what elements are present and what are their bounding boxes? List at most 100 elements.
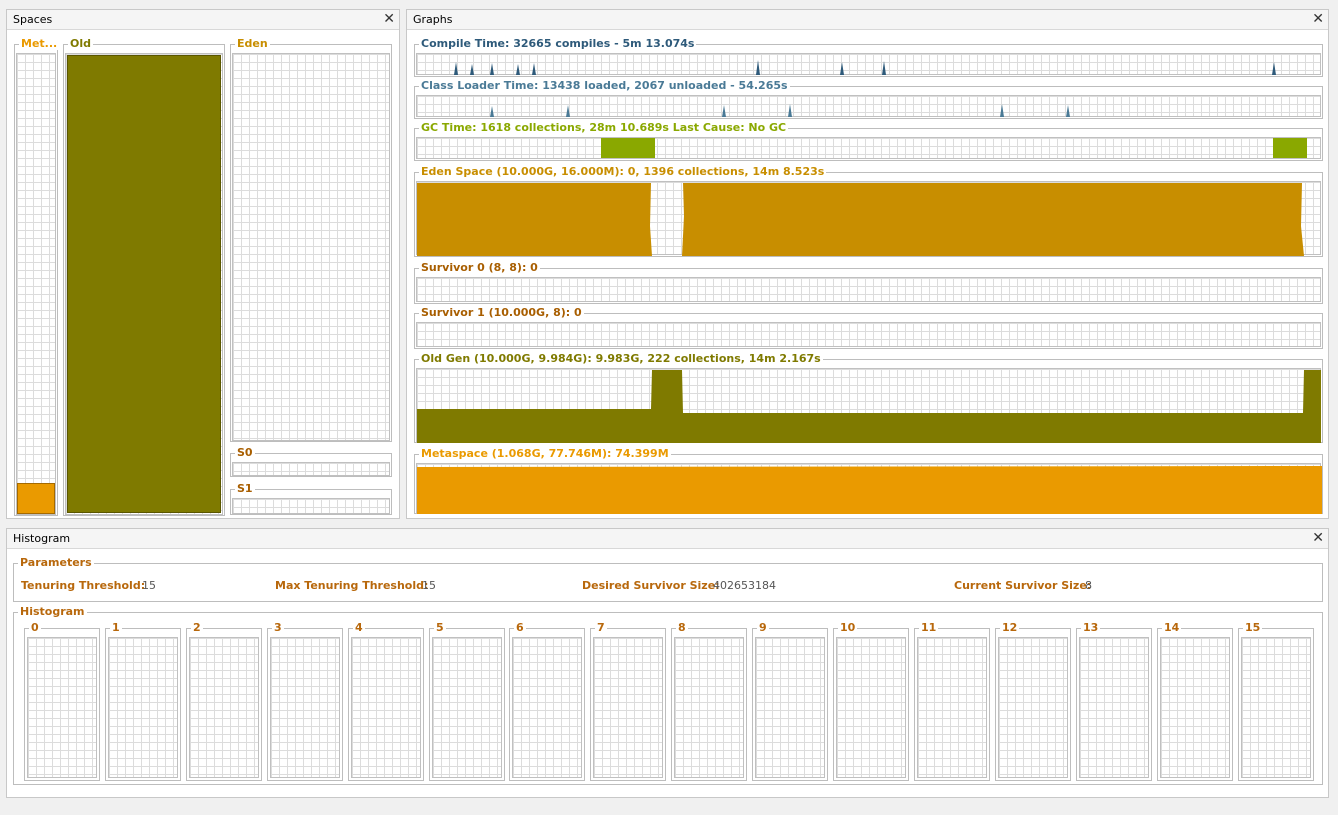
old-space-fill [67, 55, 221, 513]
histogram-bin-grid [917, 637, 987, 778]
histogram-bin-label: 6 [514, 621, 526, 634]
current-survivor-size-label: Current Survivor Size: [954, 579, 1092, 592]
histogram-bin-9: 9 [752, 621, 828, 781]
histogram-bin-5: 5 [429, 621, 505, 781]
histogram-bin-label: 4 [353, 621, 365, 634]
eden-space-graph: Eden Space (10.000G, 16.000M): 0, 1396 c… [414, 165, 1323, 257]
histogram-bin-11: 11 [914, 621, 990, 781]
gc-time-graph: GC Time: 1618 collections, 28m 10.689s L… [414, 121, 1323, 161]
histogram-panel-title: Histogram [13, 532, 71, 545]
compile-time-grid [416, 53, 1321, 75]
max-tenuring-threshold-value: 15 [422, 579, 436, 592]
histogram-title: Histogram [18, 605, 87, 618]
compile-time-graph: Compile Time: 32665 compiles - 5m 13.074… [414, 37, 1323, 77]
histogram-bin-grid [108, 637, 178, 778]
histogram-bins-row: 0 1 2 3 4 5 6 7 8 9 10 11 12 13 14 15 [14, 613, 1322, 784]
metaspace-space-grid [16, 53, 56, 515]
gc-time-block-2 [1273, 138, 1307, 158]
s1-space-grid [232, 498, 390, 514]
metaspace-graph: Metaspace (1.068G, 77.746M): 74.399M [414, 447, 1323, 514]
histogram-bin-label: 0 [29, 621, 41, 634]
eden-space-label: Eden [235, 37, 270, 50]
metaspace-space-label: Met... [19, 37, 60, 50]
histogram-panel: Histogram ✕ Parameters Tenuring Threshol… [6, 528, 1329, 798]
histogram-bin-label: 1 [110, 621, 122, 634]
close-icon[interactable]: ✕ [1312, 530, 1324, 546]
histogram-box: Histogram 0 1 2 3 4 5 6 7 8 9 10 11 12 13 14 15 [13, 605, 1323, 785]
old-gen-label: Old Gen (10.000G, 9.984G): 9.983G, 222 c… [419, 352, 823, 365]
s1-space-label: S1 [235, 482, 255, 495]
close-icon[interactable]: ✕ [1312, 11, 1324, 27]
gc-time-grid [416, 137, 1321, 159]
metaspace-area [417, 466, 1322, 514]
old-space-grid [65, 53, 223, 515]
histogram-bin-label: 8 [676, 621, 688, 634]
current-survivor-size-value: 8 [1085, 579, 1092, 592]
histogram-bin-label: 11 [919, 621, 939, 634]
old-space-label: Old [68, 37, 93, 50]
close-icon[interactable]: ✕ [383, 11, 395, 27]
old-gen-graph: Old Gen (10.000G, 9.984G): 9.983G, 222 c… [414, 352, 1323, 443]
histogram-bin-label: 15 [1243, 621, 1263, 634]
histogram-bin-grid [755, 637, 825, 778]
class-loader-graph: Class Loader Time: 13438 loaded, 2067 un… [414, 79, 1323, 119]
gc-time-label: GC Time: 1618 collections, 28m 10.689s L… [419, 121, 789, 134]
histogram-bin-label: 2 [191, 621, 203, 634]
histogram-bin-grid [432, 637, 502, 778]
metaspace-graph-label: Metaspace (1.068G, 77.746M): 74.399M [419, 447, 671, 460]
survivor-0-grid [416, 277, 1321, 302]
eden-space-graph-grid [416, 181, 1321, 256]
old-gen-area [417, 370, 1321, 443]
spaces-panel: Spaces ✕ Met... Old Eden S0 S1 [6, 9, 400, 519]
histogram-bin-grid [27, 637, 97, 778]
histogram-bin-1: 1 [105, 621, 181, 781]
histogram-bin-grid [1241, 637, 1311, 778]
old-gen-grid [416, 368, 1321, 443]
histogram-bin-grid [189, 637, 259, 778]
survivor-1-graph: Survivor 1 (10.000G, 8): 0 [414, 306, 1323, 349]
parameters-title: Parameters [18, 556, 94, 569]
histogram-bin-0: 0 [24, 621, 100, 781]
histogram-bin-12: 12 [995, 621, 1071, 781]
max-tenuring-threshold-label: Max Tenuring Threshold: [275, 579, 429, 592]
histogram-bin-label: 7 [595, 621, 607, 634]
class-loader-label: Class Loader Time: 13438 loaded, 2067 un… [419, 79, 790, 92]
eden-space-area [417, 183, 1304, 256]
eden-space-grid [232, 53, 390, 441]
histogram-bin-10: 10 [833, 621, 909, 781]
survivor-0-label: Survivor 0 (8, 8): 0 [419, 261, 540, 274]
histogram-bin-grid [674, 637, 744, 778]
survivor-0-graph: Survivor 0 (8, 8): 0 [414, 261, 1323, 304]
histogram-bin-15: 15 [1238, 621, 1314, 781]
s0-space-label: S0 [235, 446, 255, 459]
histogram-bin-grid [351, 637, 421, 778]
histogram-bin-grid [270, 637, 340, 778]
class-loader-grid [416, 95, 1321, 117]
histogram-bin-label: 9 [757, 621, 769, 634]
histogram-bin-label: 5 [434, 621, 446, 634]
histogram-bin-label: 10 [838, 621, 858, 634]
spaces-panel-title: Spaces [13, 13, 53, 26]
desired-survivor-size-value: 402653184 [713, 579, 776, 592]
histogram-bin-grid [593, 637, 663, 778]
s1-space-box: S1 [230, 482, 392, 515]
compile-time-label: Compile Time: 32665 compiles - 5m 13.074… [419, 37, 697, 50]
tenuring-threshold-value: 15 [142, 579, 156, 592]
histogram-bin-grid [998, 637, 1068, 778]
histogram-bin-4: 4 [348, 621, 424, 781]
old-space-box: Old [63, 37, 225, 516]
histogram-bin-label: 13 [1081, 621, 1101, 634]
metaspace-space-box: Met... [14, 37, 60, 516]
graphs-panel: Graphs ✕ Compile Time: 32665 compiles - … [406, 9, 1329, 519]
s0-space-box: S0 [230, 446, 392, 477]
histogram-bin-7: 7 [590, 621, 666, 781]
histogram-bin-label: 12 [1000, 621, 1020, 634]
gc-time-block-1 [601, 138, 655, 158]
spaces-panel-header: Spaces ✕ [7, 10, 399, 30]
histogram-bin-label: 14 [1162, 621, 1182, 634]
histogram-panel-header: Histogram ✕ [7, 529, 1328, 549]
compile-time-spikes [454, 60, 1276, 75]
histogram-bin-3: 3 [267, 621, 343, 781]
histogram-bin-grid [836, 637, 906, 778]
histogram-bin-14: 14 [1157, 621, 1233, 781]
